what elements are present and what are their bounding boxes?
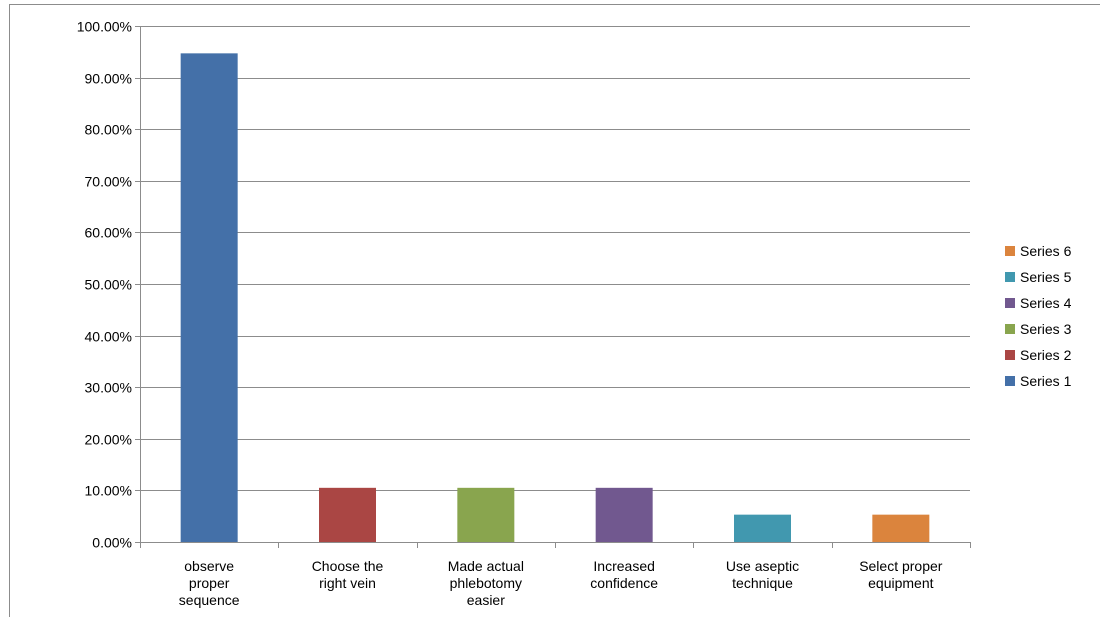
y-tick-label: 100.00% bbox=[77, 19, 132, 35]
y-tick-label: 60.00% bbox=[85, 225, 132, 241]
legend-swatch bbox=[1005, 324, 1015, 334]
legend-item: Series 1 bbox=[1005, 373, 1072, 389]
y-tick-label: 80.00% bbox=[85, 122, 132, 138]
legend-item: Series 3 bbox=[1005, 321, 1072, 337]
y-tick-label: 90.00% bbox=[85, 71, 132, 87]
legend-item: Series 2 bbox=[1005, 347, 1072, 363]
y-tick-label: 40.00% bbox=[85, 329, 132, 345]
bar bbox=[457, 488, 514, 542]
y-tick-label: 10.00% bbox=[85, 483, 132, 499]
gridlines bbox=[140, 27, 970, 491]
legend-swatch bbox=[1005, 246, 1015, 256]
legend-label: Series 3 bbox=[1020, 321, 1072, 337]
legend-label: Series 5 bbox=[1020, 269, 1072, 285]
bar bbox=[872, 515, 929, 542]
x-axis-labels: observe proper sequence Choose the right vei… bbox=[179, 558, 943, 608]
bar bbox=[181, 53, 238, 542]
bar bbox=[734, 515, 791, 542]
x-tick-label: observe proper sequence bbox=[179, 558, 240, 608]
legend-item: Series 6 bbox=[1005, 243, 1072, 259]
legend-label: Series 1 bbox=[1020, 373, 1072, 389]
bar bbox=[596, 488, 653, 542]
bar bbox=[319, 488, 376, 542]
legend-label: Series 6 bbox=[1020, 243, 1072, 259]
legend-label: Series 2 bbox=[1020, 347, 1072, 363]
y-tick-label: 20.00% bbox=[85, 432, 132, 448]
legend-label: Series 4 bbox=[1020, 295, 1072, 311]
axes bbox=[140, 26, 971, 548]
legend-swatch bbox=[1005, 350, 1015, 360]
x-tick-label: Made actual phlebotomy easier bbox=[448, 558, 524, 608]
y-tick-label: 30.00% bbox=[85, 380, 132, 396]
legend-swatch bbox=[1005, 298, 1015, 308]
legend-item: Series 4 bbox=[1005, 295, 1072, 311]
y-tick-label: 70.00% bbox=[85, 174, 132, 190]
x-tick-label: Select proper equipment bbox=[859, 558, 943, 591]
bars bbox=[181, 53, 930, 542]
legend-swatch bbox=[1005, 376, 1015, 386]
x-tick-label: Use aseptic technique bbox=[726, 558, 799, 591]
legend: Series 6 Series 5 Series 4 Series 3 Series 2… bbox=[1005, 243, 1072, 389]
y-tick-label: 50.00% bbox=[85, 277, 132, 293]
x-tick-label: Increased confidence bbox=[590, 558, 658, 591]
y-axis-ticks: 0.00% 10.00% 20.00% 30.00% 40.00% 50.00% 60.00… bbox=[77, 19, 140, 551]
y-tick-label: 0.00% bbox=[92, 535, 132, 551]
x-tick-label: Choose the right vein bbox=[312, 558, 384, 591]
legend-item: Series 5 bbox=[1005, 269, 1072, 285]
legend-swatch bbox=[1005, 272, 1015, 282]
